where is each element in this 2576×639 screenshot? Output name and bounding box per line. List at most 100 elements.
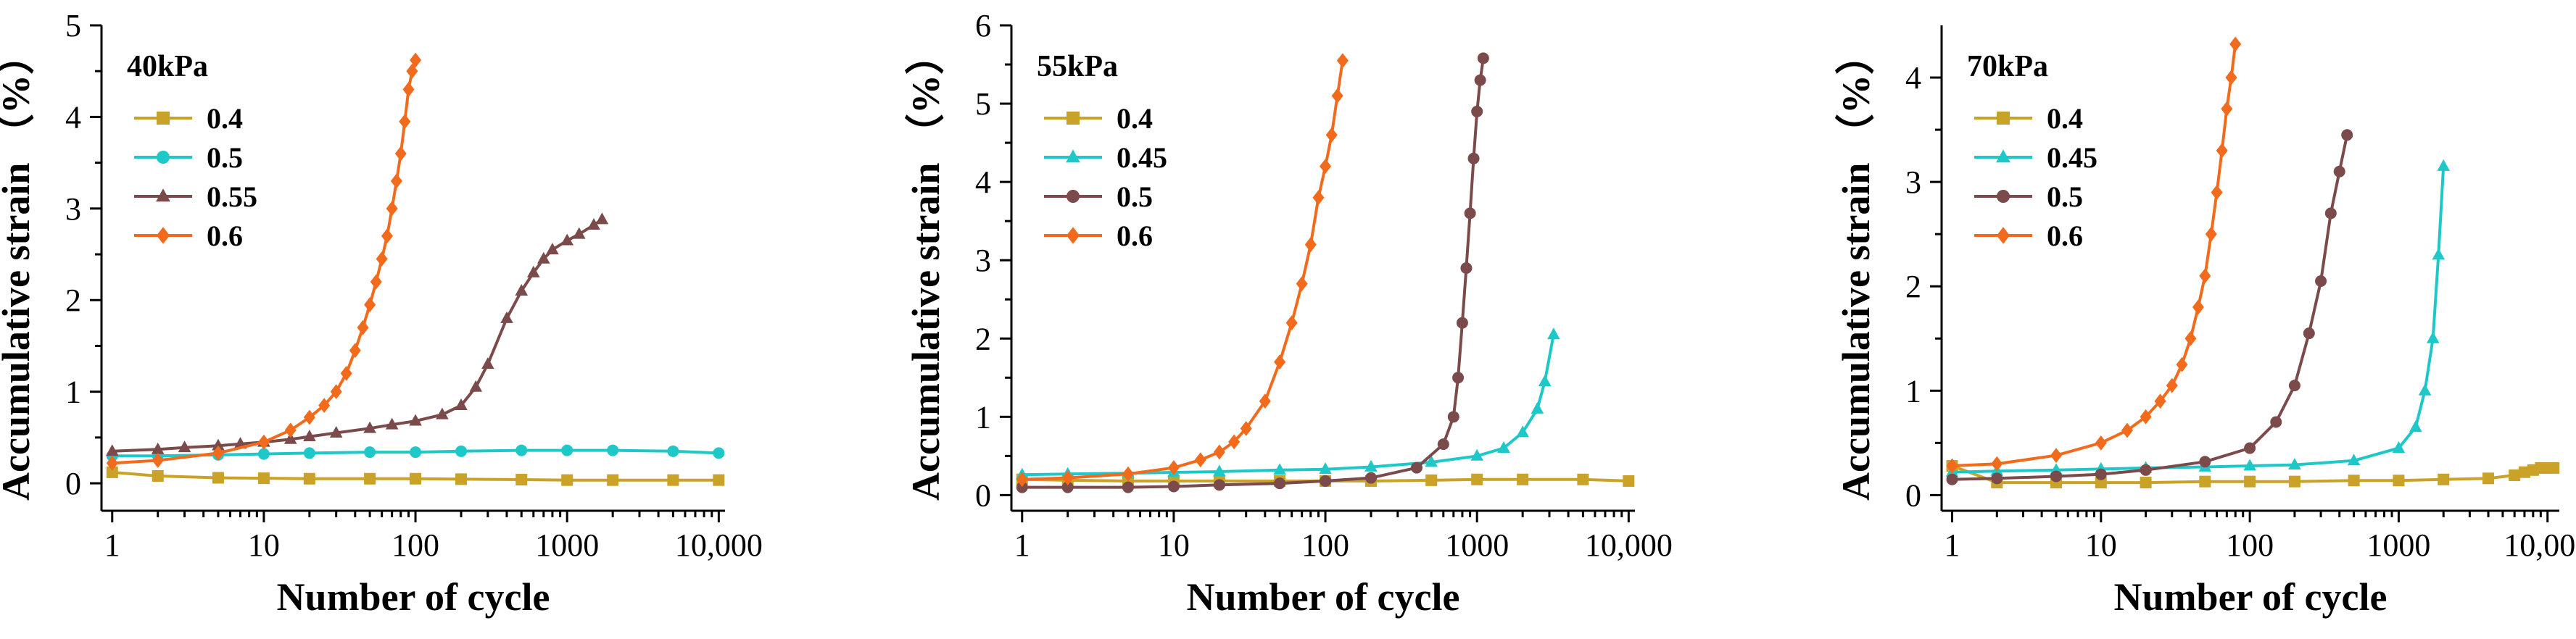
data-point-0.6-6 (2154, 393, 2166, 409)
series-0.4 (1946, 460, 2560, 489)
data-point-0.5-6 (2244, 442, 2256, 454)
data-point-0.6-7 (1240, 421, 1252, 436)
data-point-0.6-16 (390, 173, 402, 189)
x-tick-label: 100 (2226, 527, 2274, 563)
x-tick-label: 1 (1944, 527, 1960, 563)
data-point-0.45-6 (1319, 462, 1332, 475)
legend-label: 0.45 (1117, 141, 1167, 174)
data-point-0.5-14 (1464, 207, 1476, 220)
data-point-0.6-4 (2121, 422, 2133, 438)
series-0.45 (1945, 159, 2451, 477)
legend-label: 0.5 (207, 141, 243, 174)
legend-item-0.6: 0.6 (1044, 220, 1153, 252)
data-point-0.5-9 (561, 444, 573, 456)
legend-item-0.4: 0.4 (134, 102, 243, 135)
series-0.4 (106, 466, 725, 486)
legend-marker (1066, 149, 1080, 163)
y-tick-label: 1 (1905, 373, 1921, 409)
data-point-0.4-8 (2348, 475, 2360, 487)
data-point-0.6-8 (340, 365, 352, 381)
data-point-0.6-12 (1304, 237, 1317, 252)
x-tick-label: 1 (104, 527, 120, 563)
y-tick-label: 4 (1905, 60, 1921, 96)
data-point-0.6-13 (1312, 190, 1325, 206)
data-point-0.55-23 (587, 217, 600, 230)
data-point-0.5-5 (2199, 456, 2211, 468)
legend-title: 40kPa (127, 50, 208, 83)
data-point-0.55-10 (385, 417, 399, 430)
y-tick-label: 0 (1905, 477, 1921, 513)
data-point-0.4-9 (1471, 473, 1483, 485)
data-point-0.55-12 (436, 407, 449, 419)
data-point-0.55-11 (409, 414, 422, 426)
data-point-0.45-4 (1213, 464, 1226, 477)
data-point-0.6-0 (1946, 458, 1958, 474)
data-point-0.4-8 (515, 474, 528, 486)
data-point-0.45-12 (2426, 331, 2440, 343)
data-point-0.4-7 (2288, 475, 2300, 488)
data-point-0.6-14 (1320, 159, 1332, 174)
x-tick-label: 10,000 (1585, 527, 1673, 563)
data-point-0.5-3 (257, 448, 270, 460)
legend-marker (156, 188, 170, 202)
legend-title: 55kPa (1037, 50, 1118, 83)
legend-marker (1996, 149, 2010, 163)
legend-marker (1997, 227, 2010, 244)
data-point-0.55-17 (515, 284, 529, 296)
legend-item-0.5: 0.5 (1974, 180, 2083, 213)
data-point-0.6-17 (1336, 53, 1349, 69)
data-point-0.6-1 (1061, 470, 1074, 486)
data-point-0.5-4 (1213, 479, 1225, 491)
legend-item-0.4: 0.4 (1044, 102, 1153, 135)
data-point-0.55-2 (178, 440, 191, 453)
series-line-0.5 (1952, 134, 2349, 481)
data-point-0.6-5 (303, 409, 315, 425)
data-point-0.5-4 (303, 447, 315, 459)
x-tick-label: 100 (1301, 527, 1349, 563)
data-point-0.5-11 (1452, 372, 1465, 384)
data-point-0.5-3 (1167, 480, 1180, 493)
data-point-0.45-13 (2432, 248, 2445, 260)
data-point-0.4-5 (364, 472, 376, 485)
series-0.6 (1016, 53, 1349, 488)
data-point-0.4-3 (2095, 477, 2107, 489)
legend-item-0.55: 0.55 (134, 180, 257, 213)
y-tick-label: 2 (975, 321, 991, 356)
data-point-0.6-11 (2199, 268, 2211, 284)
series-line-0.6 (112, 59, 418, 465)
legend-marker (157, 112, 170, 125)
x-tick-label: 10 (2085, 527, 2117, 563)
series-0.55 (105, 212, 609, 456)
data-point-0.55-3 (212, 438, 225, 451)
data-point-0.5-5 (364, 446, 376, 459)
data-point-0.5-5 (1274, 477, 1286, 490)
data-point-0.45-10 (1497, 440, 1510, 453)
legend-item-0.6: 0.6 (1974, 220, 2083, 252)
legend-title: 70kPa (1967, 50, 2048, 83)
data-point-0.45-14 (2437, 159, 2451, 171)
data-point-0.45-13 (1538, 375, 1552, 387)
series-0.5 (106, 444, 725, 462)
x-tick-label: 1000 (535, 527, 599, 563)
data-point-0.4-5 (2199, 475, 2211, 488)
data-point-0.6-4 (284, 422, 297, 438)
data-point-0.55-13 (455, 398, 468, 411)
x-axis-title: Number of cycle (2114, 575, 2387, 619)
data-point-0.6-10 (1285, 315, 1298, 331)
data-point-0.5-8 (1410, 462, 1422, 474)
data-point-0.4-12 (1623, 475, 1635, 487)
data-point-0.5-2 (1122, 481, 1134, 493)
data-point-0.5-13 (1460, 262, 1473, 274)
y-axis-title: Accumulative strain （%） (0, 36, 38, 501)
data-point-0.5-0 (1946, 473, 1958, 485)
data-point-0.4-11 (2482, 472, 2495, 485)
data-point-0.6-10 (2192, 299, 2204, 315)
y-tick-label: 3 (1905, 164, 1921, 200)
data-point-0.45-6 (2243, 459, 2256, 471)
series-0.6 (106, 52, 422, 471)
data-point-0.45-7 (1364, 459, 1378, 472)
data-point-0.45-7 (2288, 458, 2301, 470)
legend-item-0.6: 0.6 (134, 220, 243, 252)
data-point-0.4-9 (561, 474, 573, 486)
